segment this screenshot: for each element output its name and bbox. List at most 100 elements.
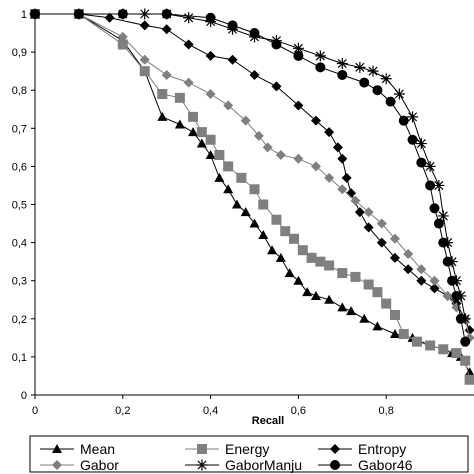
data-point-gabor46: [429, 203, 440, 214]
data-point-gabormanju: [437, 210, 449, 222]
data-point-gabormanju: [380, 73, 392, 85]
data-point-gabor: [262, 142, 273, 153]
legend-item-gabor: Gabor: [40, 457, 119, 473]
legend-marker-gabor46: [330, 460, 340, 470]
data-point-gabormanju: [354, 61, 366, 73]
data-point-gabor: [363, 207, 374, 218]
data-point-entropy: [376, 237, 387, 248]
data-point-gabor46: [385, 96, 396, 107]
y-tick-label: 0,5: [12, 200, 27, 212]
data-point-gabor: [337, 184, 348, 195]
data-point-entropy: [293, 100, 304, 111]
data-point-energy: [438, 344, 449, 355]
y-tick-label: 1: [21, 9, 27, 21]
data-point-mean: [214, 172, 225, 182]
data-point-gabormanju: [336, 58, 348, 70]
data-point-gabor46: [372, 85, 383, 96]
data-point-gabor46: [117, 9, 128, 19]
data-point-entropy: [341, 172, 352, 183]
data-point-energy: [381, 298, 392, 309]
data-point-entropy: [104, 12, 115, 23]
data-point-energy: [398, 329, 409, 340]
data-point-energy: [425, 340, 436, 351]
x-tick-label: 0,2: [115, 405, 130, 417]
data-point-energy: [249, 184, 260, 195]
legend-marker-gabor: [52, 460, 62, 470]
legend-marker-gabormanju: [196, 459, 208, 471]
legend-label: Gabor46: [358, 457, 413, 473]
data-point-energy: [324, 260, 335, 271]
data-point-entropy: [403, 264, 414, 275]
data-point-gabormanju: [183, 12, 195, 24]
data-point-gabor46: [398, 115, 409, 126]
data-point-gabor46: [447, 275, 458, 286]
data-point-gabor: [376, 218, 387, 229]
data-point-entropy: [271, 81, 282, 92]
data-point-gabor46: [460, 336, 471, 347]
data-point-gabor: [117, 31, 128, 42]
data-point-mean: [324, 294, 335, 304]
data-point-entropy: [183, 39, 194, 50]
data-point-gabor: [350, 195, 361, 206]
data-point-energy: [337, 268, 348, 279]
data-point-energy: [306, 252, 317, 263]
data-point-gabor46: [205, 12, 216, 23]
data-point-gabor: [464, 332, 474, 343]
data-point-energy: [460, 355, 471, 366]
legend-label: GaborManju: [225, 457, 302, 473]
data-point-gabor46: [451, 290, 462, 301]
data-point-gabor: [253, 130, 264, 141]
series-entropy: [30, 9, 474, 336]
data-point-mean: [275, 252, 286, 262]
data-point-entropy: [416, 275, 427, 286]
y-tick-label: 0,2: [12, 314, 27, 326]
data-point-gabor: [205, 89, 216, 100]
data-point-energy: [223, 161, 234, 172]
data-point-mean: [389, 329, 400, 339]
data-point-energy: [363, 279, 374, 290]
data-point-mean: [346, 306, 357, 316]
x-axis-label: Recall: [252, 415, 284, 427]
y-tick-label: 0,3: [12, 276, 27, 288]
data-point-entropy: [363, 222, 374, 233]
data-point-gabor46: [359, 77, 370, 88]
data-point-energy: [236, 172, 247, 183]
data-point-energy: [188, 111, 199, 122]
data-point-gabor46: [442, 256, 453, 267]
legend-item-mean: Mean: [40, 441, 115, 457]
legend-label: Gabor: [80, 457, 119, 473]
data-point-entropy: [324, 127, 335, 138]
data-point-entropy: [464, 325, 474, 336]
data-point-mean: [310, 290, 321, 300]
data-point-gabormanju: [424, 160, 436, 172]
data-point-energy: [157, 89, 168, 100]
data-point-mean: [464, 367, 474, 377]
data-point-energy: [280, 226, 291, 237]
data-point-mean: [231, 199, 242, 209]
data-point-gabor46: [438, 237, 449, 248]
series-gabor46: [30, 9, 471, 347]
data-point-entropy: [139, 20, 150, 31]
data-point-gabor: [324, 172, 335, 183]
data-point-gabormanju: [407, 111, 419, 123]
data-point-energy: [464, 374, 474, 385]
data-point-gabor: [139, 54, 150, 65]
data-point-mean: [223, 184, 234, 194]
data-point-gabor: [161, 69, 172, 80]
data-point-energy: [139, 66, 150, 77]
data-point-gabor46: [293, 50, 304, 61]
data-point-gabormanju: [433, 179, 445, 191]
data-point-gabor46: [416, 157, 427, 168]
legend: Mean Energy Entropy Gabor GaborManju Gabor46: [29, 435, 469, 473]
data-point-gabor46: [249, 28, 260, 39]
data-point-energy: [389, 309, 400, 320]
data-point-energy: [315, 256, 326, 267]
x-tick-label: 0: [32, 405, 38, 417]
data-point-gabor: [442, 290, 453, 301]
x-tick-label: 0,4: [203, 405, 218, 417]
data-point-mean: [205, 149, 216, 159]
data-point-gabor: [310, 161, 321, 172]
legend-item-energy: Energy: [185, 441, 269, 457]
data-point-gabor: [183, 77, 194, 88]
